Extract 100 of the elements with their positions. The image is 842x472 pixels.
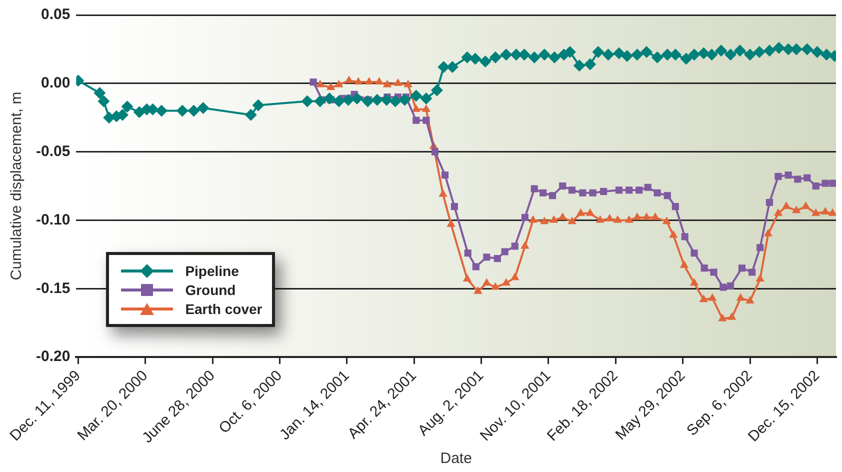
- point: [766, 198, 774, 206]
- point: [812, 182, 820, 190]
- point: [699, 294, 708, 302]
- point: [605, 214, 614, 222]
- point: [680, 260, 689, 268]
- y-tick-label: 0.05: [40, 6, 70, 24]
- point: [422, 104, 431, 112]
- point: [344, 76, 354, 84]
- point: [431, 148, 438, 156]
- point: [822, 180, 829, 187]
- y-tick-label: -0.15: [36, 280, 70, 297]
- point: [520, 241, 530, 249]
- point: [708, 293, 717, 301]
- point: [483, 254, 490, 261]
- point: [548, 192, 556, 200]
- point: [568, 186, 576, 194]
- point: [820, 207, 830, 215]
- point: [540, 189, 547, 196]
- point: [412, 116, 420, 124]
- point: [642, 212, 651, 220]
- point: [510, 272, 520, 280]
- point: [690, 278, 699, 286]
- point: [728, 312, 736, 320]
- point: [464, 250, 472, 257]
- point: [559, 182, 566, 190]
- point: [636, 186, 643, 194]
- point: [491, 282, 500, 290]
- point: [774, 208, 783, 216]
- point: [446, 219, 456, 227]
- point: [774, 172, 782, 180]
- point: [364, 77, 374, 85]
- point: [462, 274, 472, 282]
- point: [812, 208, 820, 216]
- point: [632, 212, 642, 220]
- y-tick-label: -0.10: [36, 211, 70, 228]
- point: [700, 264, 708, 272]
- point: [310, 78, 317, 86]
- point: [530, 185, 538, 192]
- y-tick-label: 0.00: [40, 74, 70, 92]
- point: [558, 212, 567, 220]
- point: [736, 293, 745, 301]
- point: [501, 248, 508, 256]
- point: [334, 80, 344, 88]
- point: [576, 208, 586, 216]
- point: [550, 215, 558, 223]
- point: [438, 189, 448, 197]
- point: [690, 250, 698, 257]
- point: [756, 244, 764, 252]
- point: [374, 77, 384, 85]
- point: [511, 242, 518, 250]
- point: [596, 215, 605, 223]
- point: [672, 203, 679, 210]
- point: [540, 216, 549, 224]
- point: [746, 296, 754, 304]
- point: [482, 278, 491, 286]
- point: [681, 233, 688, 240]
- legend-label: Ground: [185, 282, 236, 298]
- point: [669, 230, 678, 238]
- point: [664, 192, 671, 200]
- point: [748, 268, 756, 276]
- point: [589, 189, 596, 196]
- point: [586, 208, 594, 216]
- point: [718, 314, 727, 322]
- legend-label: Earth cover: [185, 300, 262, 317]
- point: [474, 286, 482, 294]
- point: [412, 104, 420, 112]
- point: [726, 282, 734, 290]
- x-axis-title: Date: [440, 450, 472, 468]
- point: [316, 80, 324, 88]
- point: [644, 184, 652, 191]
- point: [784, 172, 792, 179]
- point: [613, 215, 622, 223]
- point: [804, 174, 811, 182]
- point: [422, 116, 430, 124]
- point: [579, 189, 586, 196]
- point: [382, 80, 392, 88]
- point: [494, 254, 501, 262]
- point: [354, 77, 363, 85]
- point: [568, 216, 576, 224]
- point: [441, 172, 449, 179]
- point: [720, 284, 727, 291]
- point: [326, 82, 336, 90]
- y-tick-label: -0.20: [36, 348, 70, 366]
- point: [792, 206, 801, 214]
- point: [404, 80, 412, 88]
- y-axis-title: Cumulative displacement, m: [8, 92, 26, 280]
- point: [450, 203, 458, 210]
- point: [626, 186, 633, 194]
- point: [502, 278, 510, 286]
- legend-label: Pipeline: [185, 262, 239, 279]
- point: [710, 268, 718, 276]
- point: [472, 263, 480, 270]
- point: [521, 214, 528, 222]
- point: [624, 215, 634, 223]
- point: [662, 216, 672, 224]
- y-tick-label: -0.05: [36, 142, 70, 160]
- point: [615, 186, 623, 194]
- point: [794, 176, 802, 183]
- point: [828, 208, 836, 216]
- point: [829, 180, 836, 187]
